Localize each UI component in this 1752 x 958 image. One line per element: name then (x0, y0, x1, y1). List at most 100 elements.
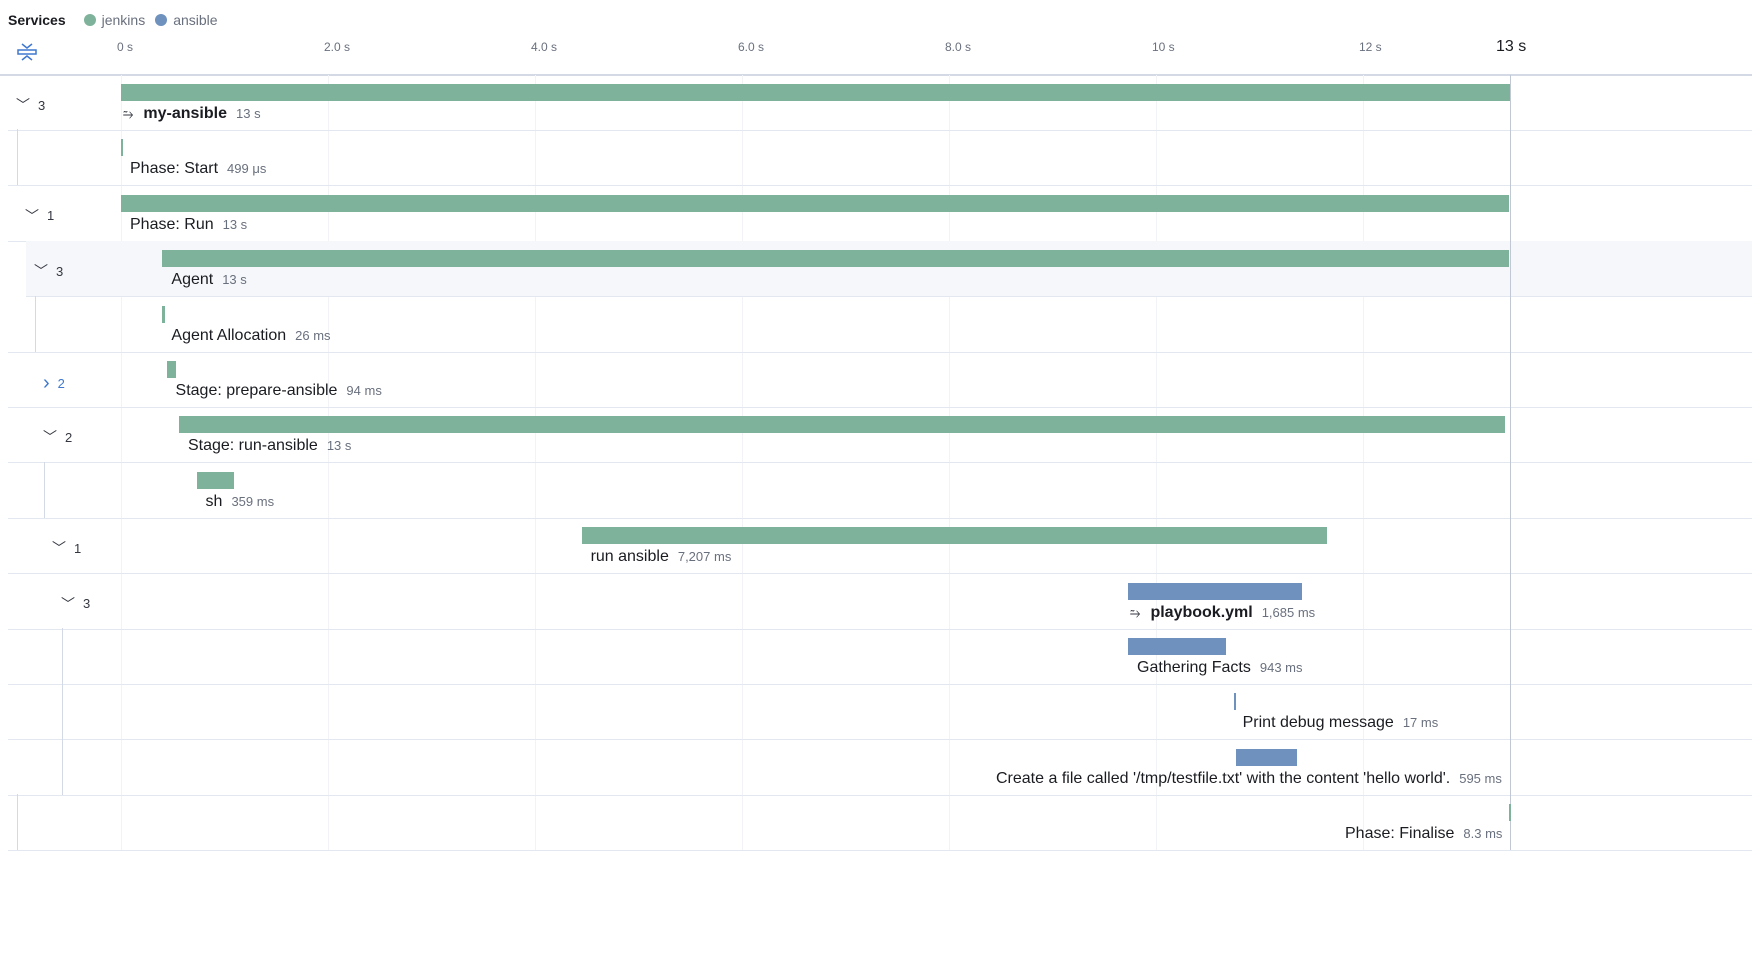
chevron-down-icon: ﹀ (43, 429, 57, 446)
tree-guide-line (17, 129, 18, 186)
transaction-merge-icon: ⥲ (1130, 604, 1141, 620)
legend-item-ansible: ansible (155, 12, 218, 28)
span-bar[interactable] (162, 250, 1509, 268)
span-bar[interactable] (121, 84, 1510, 101)
child-count: 3 (38, 97, 46, 113)
legend-label: jenkins (101, 12, 146, 28)
span-duration: 13 s (236, 106, 261, 121)
span-name: run ansible (590, 548, 669, 566)
span-label[interactable]: Print debug message 17 ms (1243, 714, 1439, 732)
axis-end-label: 13 s (1496, 38, 1527, 55)
waterfall-row[interactable] (8, 794, 1752, 852)
span-name: Stage: prepare-ansible (175, 382, 338, 399)
waterfall-row[interactable] (8, 738, 1752, 796)
span-bar[interactable] (1508, 804, 1511, 822)
span-duration: 943 ms (1259, 660, 1303, 675)
waterfall-row[interactable]: ﹀ 3 (8, 75, 1752, 131)
span-bar[interactable] (1128, 582, 1303, 600)
child-count: 2 (57, 376, 65, 391)
span-bar[interactable] (1235, 748, 1298, 766)
waterfall-row[interactable] (8, 683, 1752, 741)
collapse-toggle[interactable]: ﹀ 3 (16, 95, 45, 115)
collapse-toggle[interactable]: ﹀ 1 (25, 206, 54, 226)
chevron-down-icon: ﹀ (16, 97, 30, 113)
span-label[interactable]: Phase: Run 13 s (130, 216, 247, 234)
span-name: sh (205, 492, 223, 510)
span-label[interactable]: ⥲ my-ansible 13 s (123, 105, 261, 123)
span-label[interactable]: Stage: prepare-ansible 94 ms (176, 382, 382, 400)
span-duration: 359 ms (231, 493, 275, 509)
span-bar[interactable] (121, 194, 1509, 212)
child-count: 2 (65, 429, 73, 445)
axis-tick-label: 6.0 s (738, 40, 765, 54)
span-duration: 499 μs (227, 161, 267, 177)
span-duration: 1,685 ms (1261, 604, 1316, 620)
waterfall-row[interactable]: › 2 (8, 352, 1752, 408)
legend-title: Services (8, 12, 66, 28)
child-count: 3 (56, 263, 64, 279)
span-name: Phase: Start (130, 160, 219, 178)
axis-tick-label: 4.0 s (531, 40, 558, 54)
legend-item-jenkins: jenkins (83, 12, 146, 28)
tree-guide-line (44, 461, 45, 518)
span-bar[interactable] (121, 139, 123, 157)
span-bar[interactable] (178, 416, 1505, 434)
span-bar[interactable] (166, 361, 177, 378)
span-name: Gathering Facts (1137, 659, 1251, 676)
waterfall-row[interactable]: ﹀ 3 (8, 574, 1752, 630)
jenkins-dot-icon (83, 14, 96, 26)
span-duration: 94 ms (346, 383, 382, 398)
span-name: Print debug message (1242, 714, 1394, 732)
expand-toggle[interactable]: › 2 (43, 372, 65, 395)
span-label[interactable]: Agent 13 s (171, 271, 246, 289)
span-label[interactable]: Create a file called '/tmp/testfile.txt'… (996, 770, 1502, 788)
span-bar[interactable] (1128, 638, 1226, 655)
axis-tick-label: 2.0 s (324, 40, 351, 54)
span-label[interactable]: ⥲ playbook.yml 1,685 ms (1130, 604, 1315, 622)
axis-tick-label: 12 s (1359, 40, 1382, 54)
ansible-dot-icon (155, 14, 168, 26)
child-count: 1 (47, 208, 55, 224)
span-label[interactable]: Phase: Finalise 8.3 ms (1345, 825, 1502, 843)
span-name: playbook.yml (1150, 603, 1253, 621)
span-duration: 8.3 ms (1463, 826, 1503, 842)
waterfall-row[interactable] (8, 295, 1752, 353)
tree-guide-line (62, 683, 63, 740)
waterfall-row[interactable]: ﹀ 1 (8, 518, 1752, 575)
span-duration: 595 ms (1459, 770, 1502, 786)
span-name: Phase: Finalise (1345, 825, 1455, 843)
tree-guide-line (35, 295, 36, 352)
span-duration: 7,207 ms (677, 549, 732, 565)
collapse-toggle[interactable]: ﹀ 2 (43, 427, 72, 447)
span-bar[interactable] (1233, 693, 1236, 711)
span-label[interactable]: Gathering Facts 943 ms (1137, 659, 1302, 677)
span-name: Agent Allocation (171, 326, 287, 344)
collapse-all-icon[interactable] (16, 42, 38, 62)
chevron-down-icon: ﹀ (61, 595, 75, 612)
child-count: 3 (83, 596, 91, 612)
span-label[interactable]: Stage: run-ansible 13 s (188, 437, 351, 455)
timeline-axis: 0 s 2.0 s 4.0 s 6.0 s 8.0 s 10 s 12 s 13 s (0, 38, 1752, 76)
span-bar[interactable] (196, 471, 234, 489)
collapse-toggle[interactable]: ﹀ 1 (52, 538, 81, 558)
tree-guide-line (62, 628, 63, 684)
span-label[interactable]: Agent Allocation 26 ms (171, 327, 330, 345)
waterfall-row[interactable] (8, 129, 1752, 187)
waterfall-row[interactable] (8, 461, 1752, 519)
axis-tick-label: 10 s (1152, 40, 1175, 54)
chevron-down-icon: ﹀ (25, 207, 39, 224)
chevron-right-icon: › (43, 372, 50, 394)
collapse-toggle[interactable]: ﹀ 3 (61, 594, 90, 614)
span-bar[interactable] (162, 305, 166, 323)
span-duration: 13 s (326, 438, 352, 454)
span-duration: 17 ms (1402, 715, 1439, 731)
collapse-toggle[interactable]: ﹀ 3 (34, 261, 63, 281)
span-label[interactable]: sh 359 ms (206, 493, 275, 511)
child-count: 1 (74, 540, 82, 556)
span-label[interactable]: Phase: Start 499 μs (130, 160, 266, 178)
axis-tick-label: 0 s (117, 40, 134, 54)
span-bar[interactable] (581, 527, 1328, 545)
waterfall-row[interactable] (8, 628, 1752, 685)
waterfall-row[interactable]: ﹀ 2 (8, 407, 1752, 464)
span-label[interactable]: run ansible 7,207 ms (591, 548, 732, 566)
